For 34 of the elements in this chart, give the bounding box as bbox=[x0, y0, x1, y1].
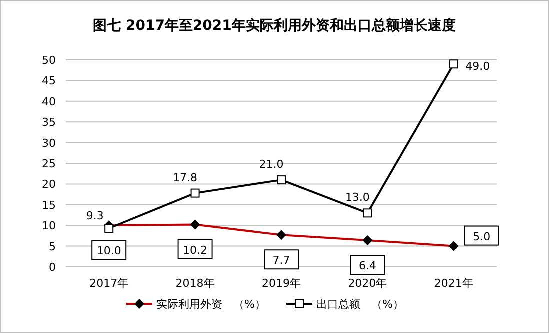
legend-label: 出口总额 （%） bbox=[316, 298, 404, 311]
point bbox=[449, 60, 458, 69]
x-tick-label: 2017年 bbox=[90, 277, 129, 290]
x-tick-label: 2021年 bbox=[434, 277, 474, 290]
y-tick-label: 35 bbox=[42, 116, 56, 130]
data-label: 10.0 bbox=[96, 244, 122, 258]
y-tick-label: 5 bbox=[49, 240, 56, 254]
data-label: 17.8 bbox=[173, 171, 198, 184]
point bbox=[190, 188, 200, 198]
data-label: 13.0 bbox=[345, 191, 370, 204]
y-tick-label: 45 bbox=[42, 74, 56, 88]
data-label: 21.0 bbox=[259, 158, 284, 172]
y-tick-label: 25 bbox=[42, 158, 56, 170]
y-tick-label: 20 bbox=[42, 178, 56, 192]
data-label: 9.3 bbox=[86, 210, 104, 222]
x-tick-label: 2020年 bbox=[348, 277, 388, 290]
legend-label: 实际利用外资 （%） bbox=[156, 298, 266, 311]
data-label: 5.0 bbox=[473, 230, 491, 244]
y-tick-label: 30 bbox=[42, 136, 56, 150]
data-label: 6.4 bbox=[358, 260, 376, 273]
point bbox=[104, 224, 114, 233]
data-label: 7.7 bbox=[272, 254, 290, 268]
y-tick-label: 50 bbox=[42, 54, 56, 67]
x-tick-label: 2018年 bbox=[176, 277, 215, 290]
x-tick-label: 2019年 bbox=[262, 277, 301, 290]
data-label: 49.0 bbox=[466, 60, 490, 74]
point bbox=[363, 208, 372, 218]
point bbox=[277, 176, 286, 185]
y-tick-label: 15 bbox=[42, 198, 56, 212]
y-tick-label: 40 bbox=[42, 95, 56, 108]
y-tick-label: 10 bbox=[42, 220, 56, 233]
data-label: 10.2 bbox=[183, 244, 208, 257]
chart-title: 图七 2017年至2021年实际利用外资和出口总额增长速度 bbox=[93, 17, 456, 34]
y-tick-label: 0 bbox=[49, 261, 56, 274]
